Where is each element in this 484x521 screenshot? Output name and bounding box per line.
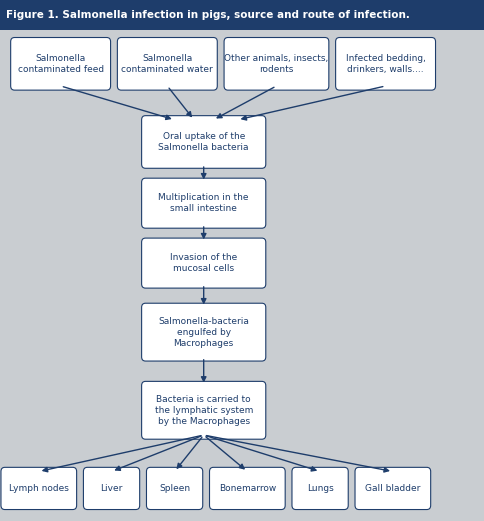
FancyBboxPatch shape xyxy=(335,38,435,90)
FancyBboxPatch shape xyxy=(11,38,110,90)
Text: Lymph nodes: Lymph nodes xyxy=(9,484,69,493)
Text: Salmonella-bacteria
engulfed by
Macrophages: Salmonella-bacteria engulfed by Macropha… xyxy=(158,317,249,348)
FancyBboxPatch shape xyxy=(141,178,265,228)
FancyBboxPatch shape xyxy=(291,467,348,510)
Text: Salmonella
contaminated water: Salmonella contaminated water xyxy=(121,54,213,74)
Text: Bacteria is carried to
the lymphatic system
by the Macrophages: Bacteria is carried to the lymphatic sys… xyxy=(154,395,252,426)
FancyBboxPatch shape xyxy=(117,38,217,90)
FancyBboxPatch shape xyxy=(354,467,430,510)
FancyBboxPatch shape xyxy=(141,303,265,361)
FancyBboxPatch shape xyxy=(209,467,285,510)
Text: Other animals, insects,
rodents: Other animals, insects, rodents xyxy=(224,54,328,74)
FancyBboxPatch shape xyxy=(146,467,202,510)
Text: Figure 1. Salmonella infection in pigs, source and route of infection.: Figure 1. Salmonella infection in pigs, … xyxy=(6,10,409,20)
Text: Multiplication in the
small intestine: Multiplication in the small intestine xyxy=(158,193,248,213)
FancyBboxPatch shape xyxy=(141,238,265,288)
Text: Salmonella
contaminated feed: Salmonella contaminated feed xyxy=(17,54,104,74)
Text: Invasion of the
mucosal cells: Invasion of the mucosal cells xyxy=(170,253,237,273)
Text: Gall bladder: Gall bladder xyxy=(364,484,420,493)
FancyBboxPatch shape xyxy=(1,467,76,510)
Text: Infected bedding,
drinkers, walls....: Infected bedding, drinkers, walls.... xyxy=(345,54,424,74)
FancyBboxPatch shape xyxy=(83,467,139,510)
Text: Bonemarrow: Bonemarrow xyxy=(218,484,275,493)
FancyBboxPatch shape xyxy=(224,38,328,90)
Text: Liver: Liver xyxy=(100,484,122,493)
Text: Lungs: Lungs xyxy=(306,484,333,493)
Text: Oral uptake of the
Salmonella bacteria: Oral uptake of the Salmonella bacteria xyxy=(158,132,248,152)
Text: Spleen: Spleen xyxy=(159,484,190,493)
FancyBboxPatch shape xyxy=(141,116,265,168)
FancyBboxPatch shape xyxy=(0,0,484,30)
FancyBboxPatch shape xyxy=(141,381,265,439)
